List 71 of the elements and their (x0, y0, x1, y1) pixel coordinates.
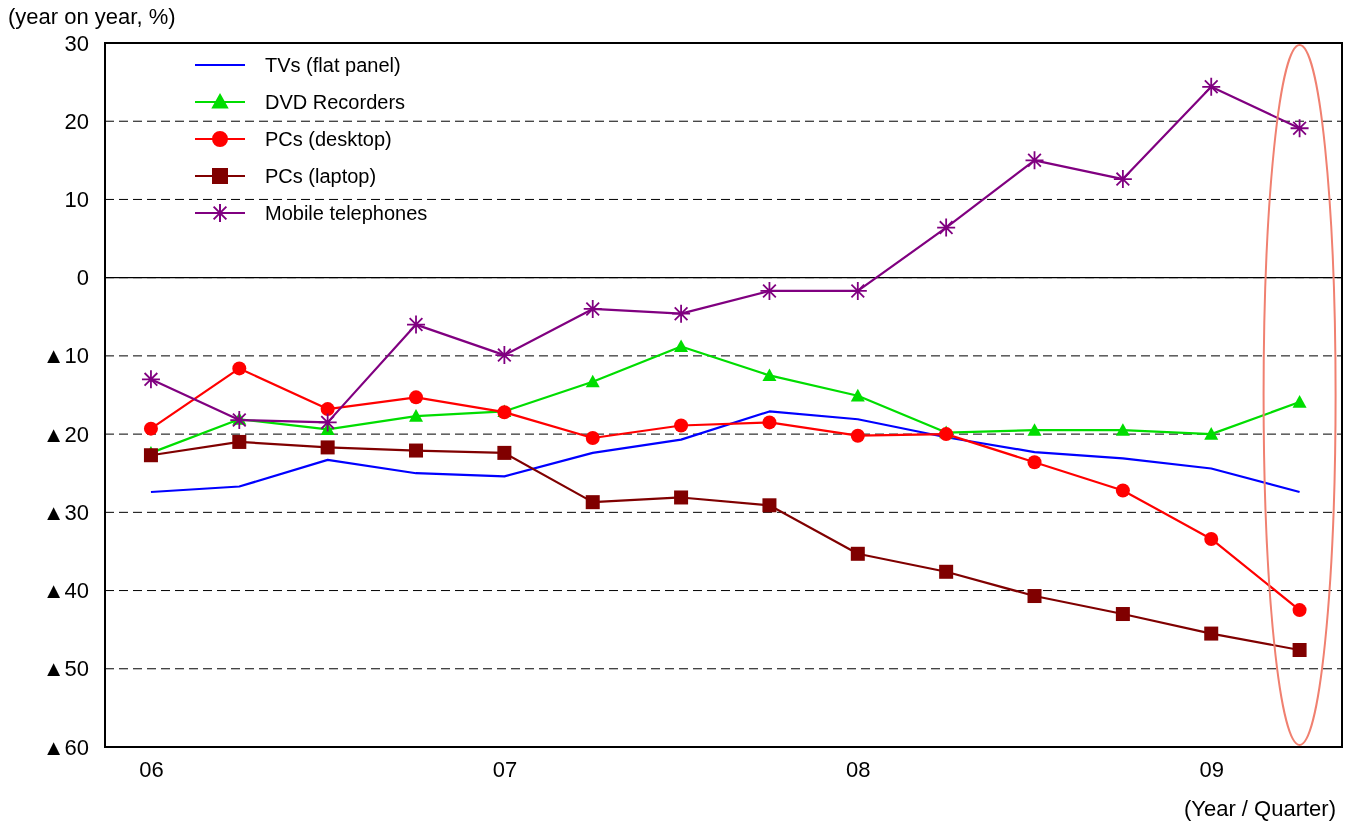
point (1292, 395, 1307, 408)
x-tick-label: 06 (139, 756, 164, 782)
point (320, 440, 335, 455)
point (762, 415, 777, 430)
point (671, 303, 691, 324)
point (1027, 423, 1042, 436)
point (1292, 603, 1307, 618)
point (1112, 169, 1133, 190)
point (317, 412, 338, 433)
point (1204, 531, 1219, 546)
point (847, 281, 868, 301)
point (585, 431, 600, 446)
point (1115, 607, 1130, 622)
point (143, 421, 158, 436)
point (585, 495, 600, 510)
y-tick-label: ▲40 (42, 578, 89, 604)
legend-label: TVs (flat panel) (265, 54, 401, 76)
y-tick-label: 30 (64, 30, 89, 56)
point (406, 314, 426, 335)
point (409, 390, 424, 405)
y-tick-label: 0 (76, 265, 89, 291)
point (143, 448, 158, 463)
point (232, 434, 247, 449)
legend-label: PCs (desktop) (265, 128, 392, 150)
point (141, 369, 161, 390)
point (1027, 589, 1042, 604)
point (850, 546, 865, 561)
y-tick-label: ▲20 (42, 421, 89, 447)
y-tick-label: 10 (64, 186, 89, 212)
point (850, 388, 865, 402)
point (1201, 76, 1222, 97)
x-tick-label: 07 (492, 756, 518, 782)
point (409, 443, 424, 458)
point (674, 490, 689, 505)
legend-label: PCs (laptop) (265, 165, 377, 187)
y-tick-label: 20 (64, 108, 89, 134)
y-tick-label: ▲30 (42, 499, 89, 525)
point (674, 418, 689, 433)
point (1292, 643, 1307, 657)
point (582, 299, 603, 319)
point (936, 217, 957, 238)
y-axis-title: (year on year, %) (8, 4, 176, 29)
point (1024, 150, 1045, 171)
point (1115, 423, 1130, 436)
point (762, 368, 777, 382)
point (1027, 455, 1042, 470)
line-series (149, 410, 1301, 494)
point (1289, 118, 1310, 139)
point (320, 402, 335, 417)
y-tick-label: ▲50 (42, 656, 89, 682)
x-axis-title: (Year / Quarter) (1183, 796, 1336, 821)
point (762, 498, 777, 513)
legend-label: DVD Recorders (265, 91, 406, 113)
point (850, 428, 865, 443)
point (494, 345, 515, 366)
point (409, 409, 424, 422)
point (585, 374, 600, 388)
point (674, 339, 689, 353)
point (1204, 427, 1219, 440)
x-tick-label: 08 (846, 756, 871, 782)
point (232, 361, 247, 376)
y-tick-label: ▲60 (42, 734, 89, 760)
y-tick-label: ▲10 (42, 343, 89, 369)
point (1115, 483, 1130, 498)
point (229, 410, 250, 430)
point (1204, 626, 1219, 641)
legend-label: Mobile telephones (265, 202, 428, 224)
point (939, 564, 954, 579)
x-tick-label: 09 (1199, 756, 1224, 782)
point (759, 281, 780, 301)
point (497, 445, 512, 460)
